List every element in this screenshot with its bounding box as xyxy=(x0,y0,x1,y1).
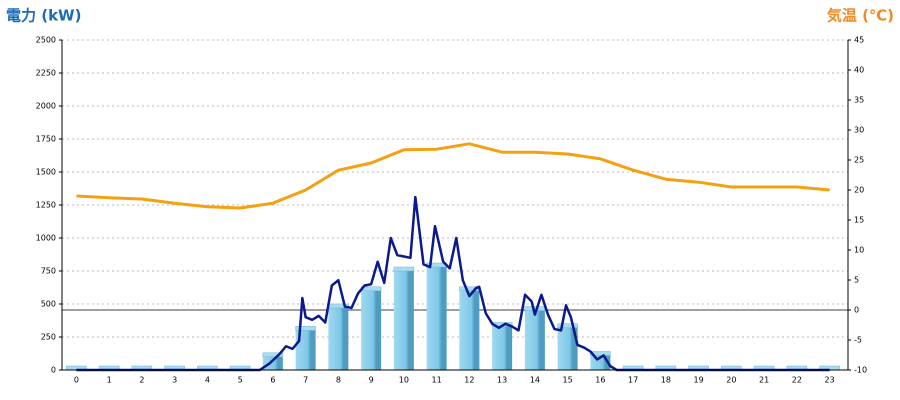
bar xyxy=(393,271,414,370)
x-tick-label: 12 xyxy=(464,376,474,385)
x-tick-label: 17 xyxy=(628,376,638,385)
y-tick-label: 2250 xyxy=(36,69,56,78)
bar-cap xyxy=(590,351,611,356)
y-tick-label: 1000 xyxy=(36,234,56,243)
x-tick-label: 4 xyxy=(205,376,210,385)
bar xyxy=(295,330,316,370)
bar xyxy=(459,290,480,370)
y-tick-label: 1500 xyxy=(36,168,56,177)
bar-cap xyxy=(262,352,284,358)
bar-cap xyxy=(295,326,316,331)
bar xyxy=(524,310,545,370)
y2-tick-label: 25 xyxy=(854,156,864,165)
x-tick-label: 20 xyxy=(726,376,736,385)
bar xyxy=(557,327,578,370)
x-tick-label: 19 xyxy=(694,376,704,385)
y2-axis-title: 気温 (℃) xyxy=(827,7,894,25)
y-tick-label: 250 xyxy=(41,333,56,342)
y-tick-label: 1750 xyxy=(36,135,56,144)
y2-tick-label: -10 xyxy=(854,366,867,375)
x-tick-label: 16 xyxy=(595,376,605,385)
y2-tick-label: 5 xyxy=(854,276,859,285)
line xyxy=(76,195,830,372)
x-tick-label: 23 xyxy=(825,376,835,385)
bar xyxy=(426,267,447,370)
line xyxy=(76,142,830,210)
y2-tick-label: 40 xyxy=(854,66,864,75)
y2-tick-label: 15 xyxy=(854,216,864,225)
x-tick-label: 14 xyxy=(530,376,540,385)
x-tick-label: 15 xyxy=(563,376,573,385)
x-tick-label: 5 xyxy=(238,376,243,385)
y-axis-title: 電力 (kW) xyxy=(6,7,81,25)
x-tick-label: 0 xyxy=(74,376,79,385)
y-tick-label: 750 xyxy=(41,267,56,276)
x-tick-label: 1 xyxy=(107,376,112,385)
bar xyxy=(262,356,283,370)
y-tick-label: 500 xyxy=(41,300,56,309)
x-tick-label: 10 xyxy=(399,376,409,385)
bar-cap xyxy=(393,266,415,272)
y2-tick-label: 30 xyxy=(854,126,864,135)
y2-tick-label: 20 xyxy=(854,186,864,195)
x-tick-label: 11 xyxy=(432,376,442,385)
x-tick-label: 6 xyxy=(270,376,275,385)
y-tick-label: 1250 xyxy=(36,201,56,210)
y2-tick-label: 35 xyxy=(854,96,864,105)
y-tick-label: 0 xyxy=(51,366,56,375)
x-tick-label: 13 xyxy=(497,376,507,385)
bar-cap xyxy=(557,323,578,329)
bar xyxy=(492,326,513,370)
y2-tick-label: 45 xyxy=(854,36,864,45)
x-tick-label: 2 xyxy=(139,376,144,385)
y2-tick-label: 10 xyxy=(854,246,864,255)
bar xyxy=(361,290,382,370)
y2-tick-label: 0 xyxy=(854,306,859,315)
x-tick-label: 21 xyxy=(759,376,769,385)
y-tick-label: 2000 xyxy=(36,102,56,111)
y2-tick-label: -5 xyxy=(854,336,862,345)
x-tick-label: 3 xyxy=(172,376,177,385)
y-tick-label: 2500 xyxy=(36,36,56,45)
x-tick-label: 9 xyxy=(369,376,374,385)
x-tick-label: 7 xyxy=(303,376,308,385)
bar xyxy=(328,307,349,370)
x-tick-label: 18 xyxy=(661,376,671,385)
x-tick-label: 8 xyxy=(336,376,341,385)
x-tick-label: 22 xyxy=(792,376,802,385)
